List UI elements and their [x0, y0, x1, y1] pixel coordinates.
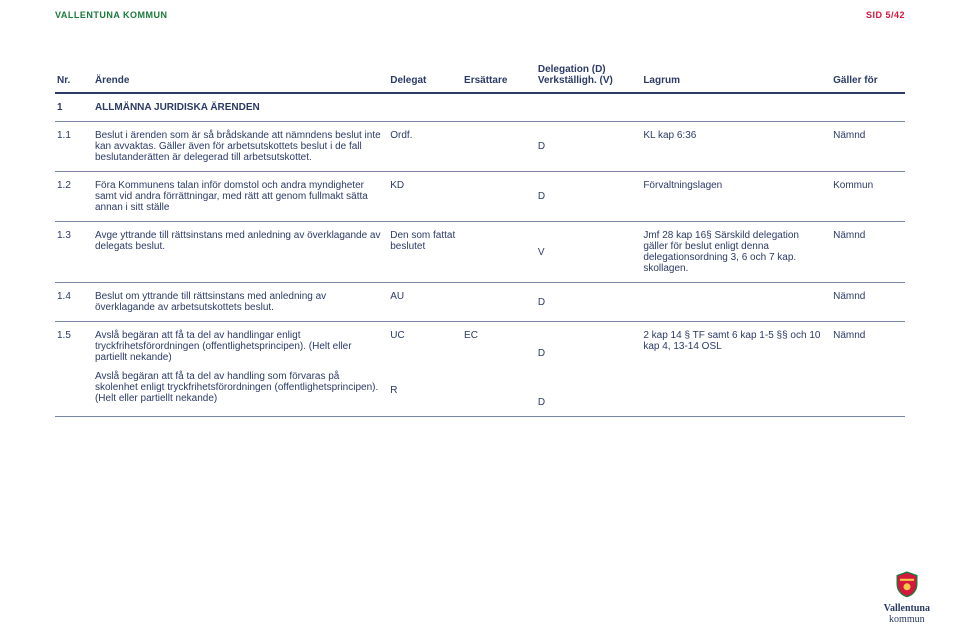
cell-dv: D	[536, 122, 641, 172]
cell-arende-p1: Avslå begäran att få ta del av handlinga…	[95, 330, 382, 363]
cell-galler: Kommun	[831, 172, 905, 222]
delegation-table: Nr. Ärende Delegat Ersättare Delegation …	[55, 60, 905, 417]
cell-delegat: UC R	[388, 322, 462, 417]
cell-dv: D D	[536, 322, 641, 417]
cell-arende: Avslå begäran att få ta del av handlinga…	[93, 322, 388, 417]
cell-lagrum: KL kap 6:36	[641, 122, 831, 172]
cell-lagrum: 2 kap 14 § TF samt 6 kap 1-5 §§ och 10 k…	[641, 322, 831, 417]
col-nr: Nr.	[55, 60, 93, 93]
cell-ersattare	[462, 222, 536, 283]
cell-delegat: KD	[388, 172, 462, 222]
cell-dv-p2: D	[538, 397, 635, 408]
table-header-row: Nr. Ärende Delegat Ersättare Delegation …	[55, 60, 905, 93]
col-ersattare: Ersättare	[462, 60, 536, 93]
col-dv: Delegation (D) Verkställigh. (V)	[536, 60, 641, 93]
table-row: 1.4 Beslut om yttrande till rättsinstans…	[55, 283, 905, 322]
cell-nr: 1.1	[55, 122, 93, 172]
cell-delegat: AU	[388, 283, 462, 322]
col-delegat: Delegat	[388, 60, 462, 93]
cell-delegat: Den som fattat beslutet	[388, 222, 462, 283]
cell-ersattare	[462, 283, 536, 322]
cell-dv: D	[536, 172, 641, 222]
cell-dv-p1: D	[538, 348, 635, 359]
table-row: 1.2 Föra Kommunens talan inför domstol o…	[55, 172, 905, 222]
cell-arende-p2: Avslå begäran att få ta del av handling …	[95, 371, 382, 404]
cell-dv: V	[536, 222, 641, 283]
cell-arende: Beslut i ärenden som är så brådskande at…	[93, 122, 388, 172]
cell-lagrum: Jmf 28 kap 16§ Särskild delegation gälle…	[641, 222, 831, 283]
cell-ersattare	[462, 122, 536, 172]
footer-name: Vallentuna	[884, 603, 930, 614]
cell-nr: 1.4	[55, 283, 93, 322]
col-galler: Gäller för	[831, 60, 905, 93]
cell-ersattare: EC	[462, 322, 536, 417]
page-number: SID 5/42	[866, 10, 905, 20]
page-header: VALLENTUNA KOMMUN SID 5/42	[55, 10, 905, 20]
section-nr: 1	[55, 93, 93, 122]
footer-sub: kommun	[884, 614, 930, 625]
cell-arende: Beslut om yttrande till rättsinstans med…	[93, 283, 388, 322]
cell-dv: D	[536, 283, 641, 322]
cell-delegat-p2: R	[390, 385, 456, 396]
cell-galler: Nämnd	[831, 283, 905, 322]
cell-arende: Föra Kommunens talan inför domstol och a…	[93, 172, 388, 222]
section-row: 1 ALLMÄNNA JURIDISKA ÄRENDEN	[55, 93, 905, 122]
cell-galler: Nämnd	[831, 322, 905, 417]
col-arende: Ärende	[93, 60, 388, 93]
cell-arende: Avge yttrande till rättsinstans med anle…	[93, 222, 388, 283]
cell-delegat-p1: UC	[390, 330, 456, 341]
table-row: 1.5 Avslå begäran att få ta del av handl…	[55, 322, 905, 417]
table-row: 1.3 Avge yttrande till rättsinstans med …	[55, 222, 905, 283]
section-title: ALLMÄNNA JURIDISKA ÄRENDEN	[93, 93, 388, 122]
cell-galler: Nämnd	[831, 222, 905, 283]
cell-nr: 1.5	[55, 322, 93, 417]
cell-nr: 1.2	[55, 172, 93, 222]
cell-delegat: Ordf.	[388, 122, 462, 172]
cell-ersattare	[462, 172, 536, 222]
footer-logo: Vallentuna kommun	[884, 570, 930, 625]
cell-lagrum: Förvaltningslagen	[641, 172, 831, 222]
col-lagrum: Lagrum	[641, 60, 831, 93]
shield-icon	[893, 570, 921, 598]
cell-galler: Nämnd	[831, 122, 905, 172]
org-name: VALLENTUNA KOMMUN	[55, 10, 168, 20]
cell-nr: 1.3	[55, 222, 93, 283]
table-row: 1.1 Beslut i ärenden som är så brådskand…	[55, 122, 905, 172]
cell-lagrum	[641, 283, 831, 322]
